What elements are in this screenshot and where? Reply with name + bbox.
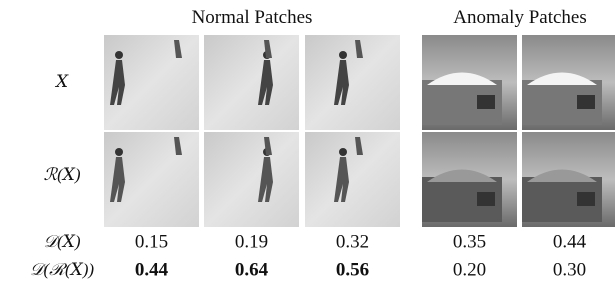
image-patch (104, 35, 199, 130)
image-patch (204, 132, 299, 227)
pedestrian-head (115, 51, 123, 59)
pedestrian-head (339, 148, 347, 156)
score-value: 0.20 (453, 259, 486, 280)
row-label: 𝑋 (54, 72, 69, 91)
row-label: 𝒟(ℛ(𝑋)) (30, 260, 95, 279)
vehicle-window (577, 192, 595, 206)
image-patch (305, 132, 400, 227)
image-patch (422, 132, 517, 227)
pedestrian-head (339, 51, 347, 59)
figure: Normal Patches Anomaly Patches 𝑋 ℛ(𝑋) 𝒟(… (0, 0, 615, 287)
image-patch (422, 35, 517, 130)
score-value: 0.19 (235, 231, 268, 252)
image-grid (104, 35, 615, 227)
score-value: 0.32 (336, 231, 369, 252)
score-value: 0.56 (336, 259, 369, 280)
vehicle-window (477, 192, 495, 206)
row-label: ℛ(𝑋) (44, 165, 81, 184)
pedestrian-head (115, 148, 123, 156)
score-table: 𝒟(𝑋) 0.15 0.19 0.32 0.35 0.44 𝒟(ℛ(𝑋)) 0.44 0.64 0… (30, 231, 587, 280)
score-value: 0.44 (553, 231, 587, 252)
patch-background (204, 35, 299, 130)
vehicle-window (477, 95, 495, 109)
row-label: 𝒟(𝑋) (44, 232, 81, 251)
image-patch (305, 35, 400, 130)
patch-background (305, 132, 400, 227)
score-value: 0.15 (135, 231, 168, 252)
vehicle-window (577, 95, 595, 109)
image-patch (522, 35, 615, 130)
score-value: 0.44 (135, 259, 169, 280)
score-value: 0.64 (235, 259, 269, 280)
image-patch (522, 132, 615, 227)
group-title: Normal Patches (192, 7, 313, 28)
score-value: 0.30 (553, 259, 586, 280)
image-patch (104, 132, 199, 227)
patch-background (305, 35, 400, 130)
score-value: 0.35 (453, 231, 486, 252)
patch-background (204, 132, 299, 227)
image-patch (204, 35, 299, 130)
group-title: Anomaly Patches (453, 7, 587, 28)
